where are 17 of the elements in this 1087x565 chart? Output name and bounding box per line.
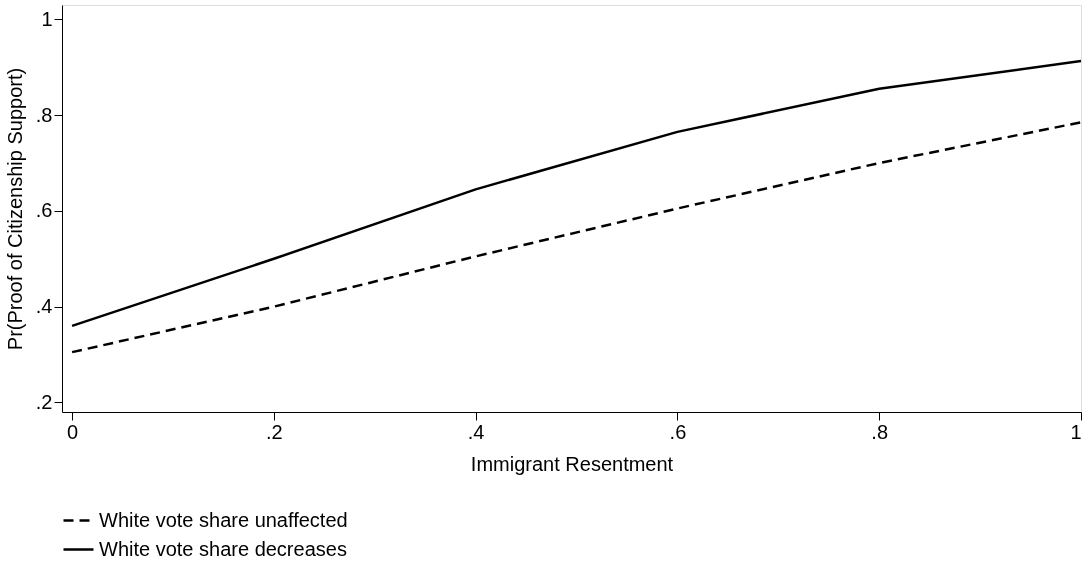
x-tick-label: .4 <box>467 420 485 443</box>
x-tick-label: .8 <box>871 420 889 443</box>
y-tick-label: 1 <box>41 7 53 30</box>
y-tick-label: .2 <box>35 390 53 413</box>
line-series <box>70 59 1081 328</box>
y-axis-title: Pr(Proof of Citizenship Support) <box>3 67 26 351</box>
y-tick-label: .4 <box>35 295 53 318</box>
legend-label: White vote share decreases <box>99 537 347 560</box>
y-tick-label: .8 <box>35 103 53 126</box>
line-series <box>70 121 1081 354</box>
x-tick-label: .2 <box>266 420 283 443</box>
legend-label: White vote share unaffected <box>99 508 348 531</box>
x-axis-title: Immigrant Resentment <box>470 452 674 475</box>
y-tick-label: .6 <box>35 199 53 222</box>
x-tick-label: 1 <box>1070 420 1082 443</box>
x-tick-label: .6 <box>669 420 687 443</box>
x-tick-label: 0 <box>67 420 79 443</box>
